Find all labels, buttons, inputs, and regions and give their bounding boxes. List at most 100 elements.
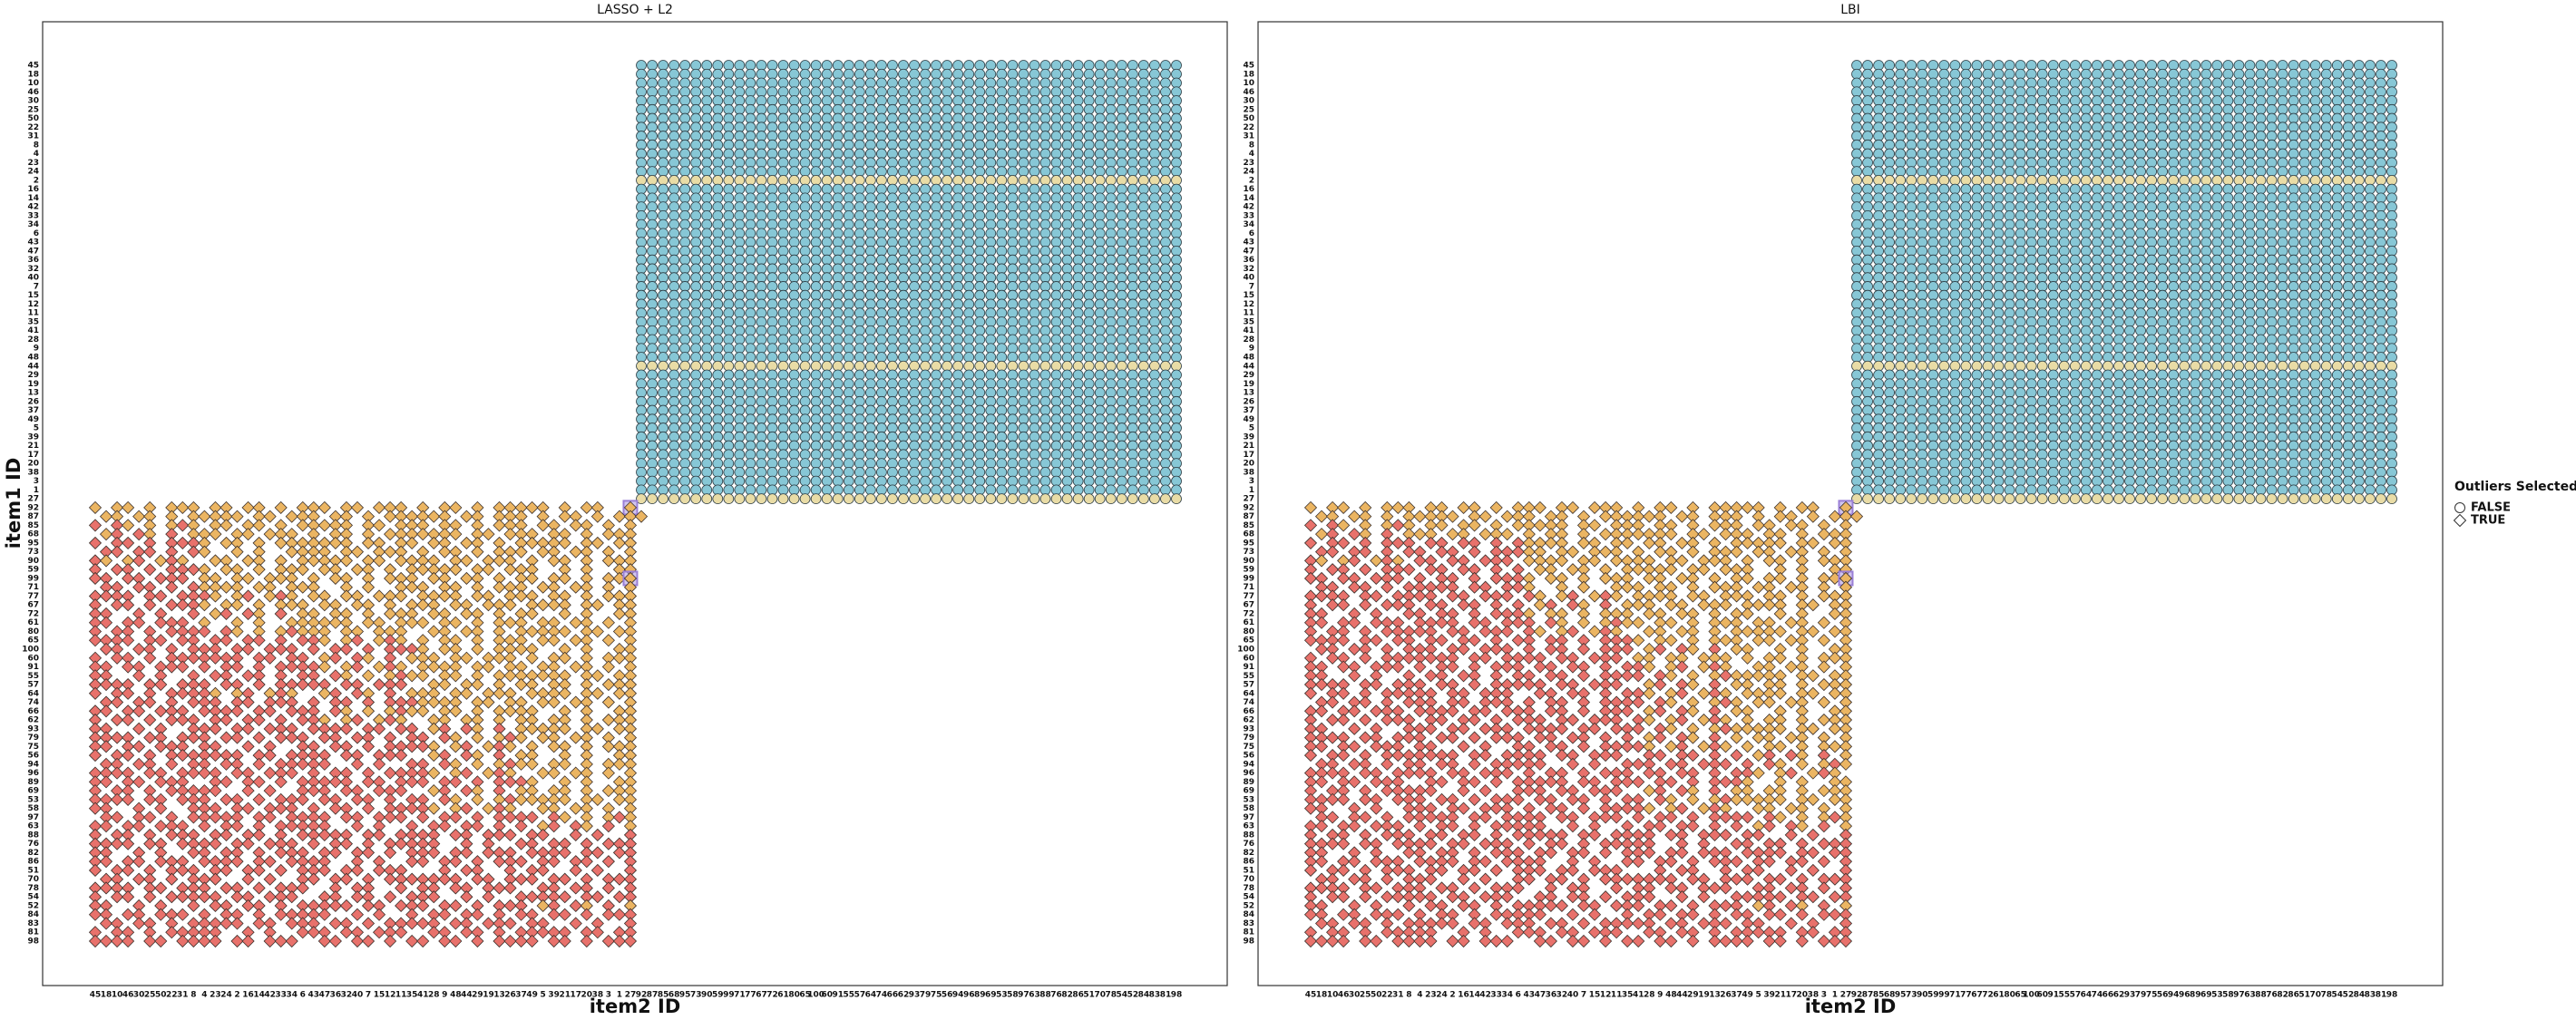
point-false (777, 466, 789, 478)
point-false (1884, 95, 1896, 106)
point-false (821, 404, 833, 416)
y-tick-label: 29 (27, 371, 39, 380)
point-false (1137, 201, 1149, 213)
point-false (2266, 112, 2278, 124)
point-false (832, 103, 844, 115)
point-false (864, 281, 876, 292)
point-false (734, 404, 746, 416)
point-false (799, 148, 811, 160)
point-true (143, 598, 157, 612)
point-false (887, 360, 898, 372)
point-false (1083, 458, 1095, 469)
point-false (799, 103, 811, 115)
point-true (88, 686, 102, 700)
point-false (766, 334, 778, 345)
point-false (1050, 298, 1062, 310)
point-false (1018, 272, 1029, 284)
point-false (985, 68, 997, 80)
point-false (1982, 112, 1994, 124)
point-false (734, 466, 746, 478)
point-false (931, 316, 942, 327)
point-true (328, 740, 342, 753)
point-false (1029, 139, 1040, 151)
point-false (2113, 103, 2124, 115)
point-true (460, 554, 473, 568)
point-true (460, 536, 473, 549)
point-true (350, 660, 365, 674)
y-tick-label: 22 (27, 123, 39, 132)
point-false (898, 307, 909, 319)
point-false (1171, 148, 1182, 160)
point-false (636, 209, 647, 221)
point-true (274, 500, 288, 514)
point-true (405, 775, 419, 789)
point-true (165, 872, 179, 886)
point-false (1137, 289, 1149, 301)
point-false (1873, 86, 1885, 98)
point-false (1160, 166, 1171, 177)
point-false (1137, 343, 1149, 355)
point-false (745, 246, 756, 257)
point-true (263, 837, 277, 850)
point-false (1149, 103, 1160, 115)
point-false (690, 139, 702, 151)
point-true (165, 828, 179, 841)
y-tick-label: 66 (1243, 707, 1254, 716)
point-false (1018, 352, 1029, 363)
point-false (821, 440, 833, 452)
point-false (909, 281, 920, 292)
point-false (985, 237, 997, 248)
point-false (2124, 60, 2135, 71)
point-true (438, 589, 452, 603)
x-tick-label: 6 (1516, 991, 1521, 1000)
point-false (1160, 334, 1171, 345)
point-false (864, 289, 876, 301)
point-false (887, 121, 898, 133)
point-false (864, 103, 876, 115)
point-false (668, 334, 680, 345)
point-false (864, 157, 876, 169)
point-false (690, 466, 702, 478)
point-false (636, 289, 647, 301)
y-tick-label: 34 (1243, 220, 1254, 229)
point-false (832, 307, 844, 319)
point-false (843, 201, 854, 213)
point-false (942, 166, 953, 177)
point-false (810, 466, 822, 478)
point-true (405, 536, 419, 549)
point-true (405, 855, 419, 869)
point-true (482, 598, 495, 612)
point-false (1007, 458, 1019, 469)
point-false (690, 157, 702, 169)
point-false (1083, 174, 1095, 186)
point-false (1171, 307, 1182, 319)
point-false (1851, 86, 1862, 98)
point-false (832, 325, 844, 336)
point-false (843, 139, 854, 151)
point-false (876, 466, 887, 478)
point-false (942, 316, 953, 327)
point-false (864, 325, 876, 336)
point-true (601, 634, 615, 647)
point-false (1149, 378, 1160, 390)
point-false (2365, 103, 2376, 115)
point-false (821, 352, 833, 363)
point-false (1171, 272, 1182, 284)
y-tick-label: 7 (1249, 282, 1254, 291)
point-false (2211, 112, 2223, 124)
point-false (1116, 157, 1127, 169)
point-false (799, 281, 811, 292)
point-true (427, 625, 441, 638)
point-false (2036, 121, 2048, 133)
y-tick-label: 59 (1243, 566, 1254, 575)
y-tick-label: 47 (27, 247, 39, 256)
point-false (909, 192, 920, 204)
point-false (1018, 325, 1029, 336)
point-false (1895, 103, 1907, 115)
point-false (810, 316, 822, 327)
point-false (777, 60, 789, 71)
point-false (931, 148, 942, 160)
point-false (876, 95, 887, 106)
point-false (679, 298, 691, 310)
point-false (2015, 112, 2026, 124)
